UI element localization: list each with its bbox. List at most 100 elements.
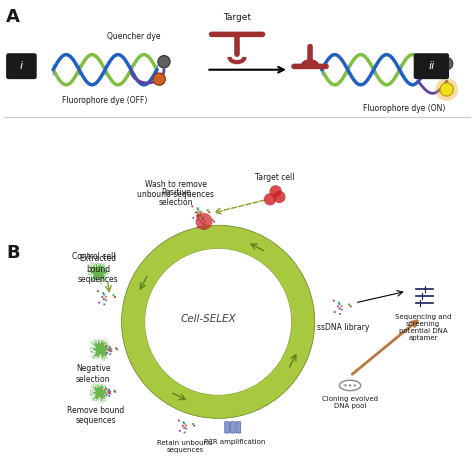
Text: ssDNA library: ssDNA library: [317, 323, 369, 332]
Text: ii: ii: [428, 61, 435, 71]
Text: Cell-SELEX: Cell-SELEX: [181, 314, 237, 325]
FancyBboxPatch shape: [230, 422, 235, 433]
Circle shape: [198, 219, 200, 220]
Circle shape: [204, 224, 206, 226]
Circle shape: [200, 220, 202, 223]
Circle shape: [110, 350, 112, 352]
Circle shape: [202, 218, 204, 220]
Circle shape: [200, 214, 201, 217]
Circle shape: [338, 303, 341, 305]
Circle shape: [197, 209, 200, 211]
Circle shape: [113, 390, 115, 392]
Circle shape: [108, 390, 110, 392]
Circle shape: [108, 392, 110, 394]
Text: Sequencing and
screening
potential DNA
aptamer: Sequencing and screening potential DNA a…: [395, 314, 451, 341]
Circle shape: [196, 207, 199, 210]
Circle shape: [202, 223, 204, 225]
Circle shape: [197, 226, 199, 228]
Circle shape: [105, 388, 107, 390]
Circle shape: [183, 427, 185, 429]
Circle shape: [340, 305, 343, 307]
Circle shape: [106, 352, 108, 354]
Circle shape: [105, 345, 107, 346]
Circle shape: [338, 301, 340, 303]
Circle shape: [109, 392, 111, 394]
Circle shape: [201, 217, 203, 219]
Circle shape: [211, 219, 213, 221]
Circle shape: [196, 213, 212, 230]
Circle shape: [333, 300, 335, 302]
Text: PCR amplification: PCR amplification: [204, 438, 265, 445]
Circle shape: [436, 78, 458, 101]
Text: Retain unbound
sequences: Retain unbound sequences: [157, 440, 213, 453]
Circle shape: [153, 73, 165, 85]
Text: Negative
selection: Negative selection: [76, 364, 110, 383]
Circle shape: [339, 313, 341, 315]
Circle shape: [109, 391, 111, 392]
Circle shape: [109, 395, 110, 397]
Circle shape: [105, 299, 107, 301]
Circle shape: [103, 293, 105, 296]
Circle shape: [341, 309, 343, 310]
Circle shape: [105, 296, 107, 298]
Circle shape: [273, 191, 285, 203]
Polygon shape: [90, 339, 112, 361]
Circle shape: [182, 421, 184, 423]
Circle shape: [110, 348, 112, 350]
Text: Cloning evolved
DNA pool: Cloning evolved DNA pool: [322, 396, 378, 409]
Text: A: A: [6, 9, 20, 27]
Circle shape: [109, 353, 111, 355]
Circle shape: [350, 305, 352, 308]
Circle shape: [116, 348, 118, 350]
Circle shape: [115, 347, 117, 349]
Circle shape: [112, 294, 115, 296]
Circle shape: [270, 185, 282, 197]
Circle shape: [195, 211, 198, 213]
Circle shape: [264, 193, 276, 205]
Circle shape: [208, 211, 210, 213]
Circle shape: [199, 211, 201, 213]
Text: Wash to remove
unbound sequences: Wash to remove unbound sequences: [137, 180, 214, 199]
Circle shape: [191, 205, 193, 208]
Polygon shape: [88, 263, 109, 284]
Ellipse shape: [339, 380, 361, 391]
Circle shape: [109, 350, 111, 352]
FancyBboxPatch shape: [225, 422, 229, 433]
Text: Control cell: Control cell: [72, 252, 115, 261]
Circle shape: [338, 308, 341, 310]
Circle shape: [105, 295, 107, 298]
Circle shape: [183, 431, 185, 434]
Circle shape: [109, 346, 110, 348]
Circle shape: [207, 209, 209, 211]
Circle shape: [344, 384, 346, 387]
Circle shape: [114, 296, 116, 298]
Circle shape: [440, 57, 453, 70]
Text: i: i: [20, 61, 23, 71]
Circle shape: [337, 305, 339, 308]
Circle shape: [102, 292, 104, 294]
Circle shape: [348, 303, 350, 306]
Circle shape: [349, 384, 351, 387]
Circle shape: [354, 384, 356, 387]
Text: Fluorophore dye (OFF): Fluorophore dye (OFF): [63, 96, 148, 105]
Circle shape: [109, 391, 111, 393]
Circle shape: [101, 296, 103, 298]
Circle shape: [199, 210, 201, 213]
Circle shape: [178, 419, 180, 421]
Circle shape: [108, 389, 110, 391]
Polygon shape: [91, 384, 109, 403]
Circle shape: [103, 303, 105, 305]
Circle shape: [192, 423, 194, 425]
Circle shape: [179, 430, 181, 432]
Text: Positive
selection: Positive selection: [158, 188, 193, 207]
Circle shape: [106, 394, 108, 396]
Circle shape: [114, 391, 116, 393]
Circle shape: [97, 290, 99, 292]
Circle shape: [185, 428, 187, 429]
Text: Target cell: Target cell: [255, 173, 294, 182]
FancyBboxPatch shape: [414, 53, 449, 79]
Circle shape: [108, 348, 110, 350]
Text: Remove bound
sequences: Remove bound sequences: [67, 406, 124, 425]
Circle shape: [183, 422, 185, 425]
Circle shape: [182, 425, 184, 427]
